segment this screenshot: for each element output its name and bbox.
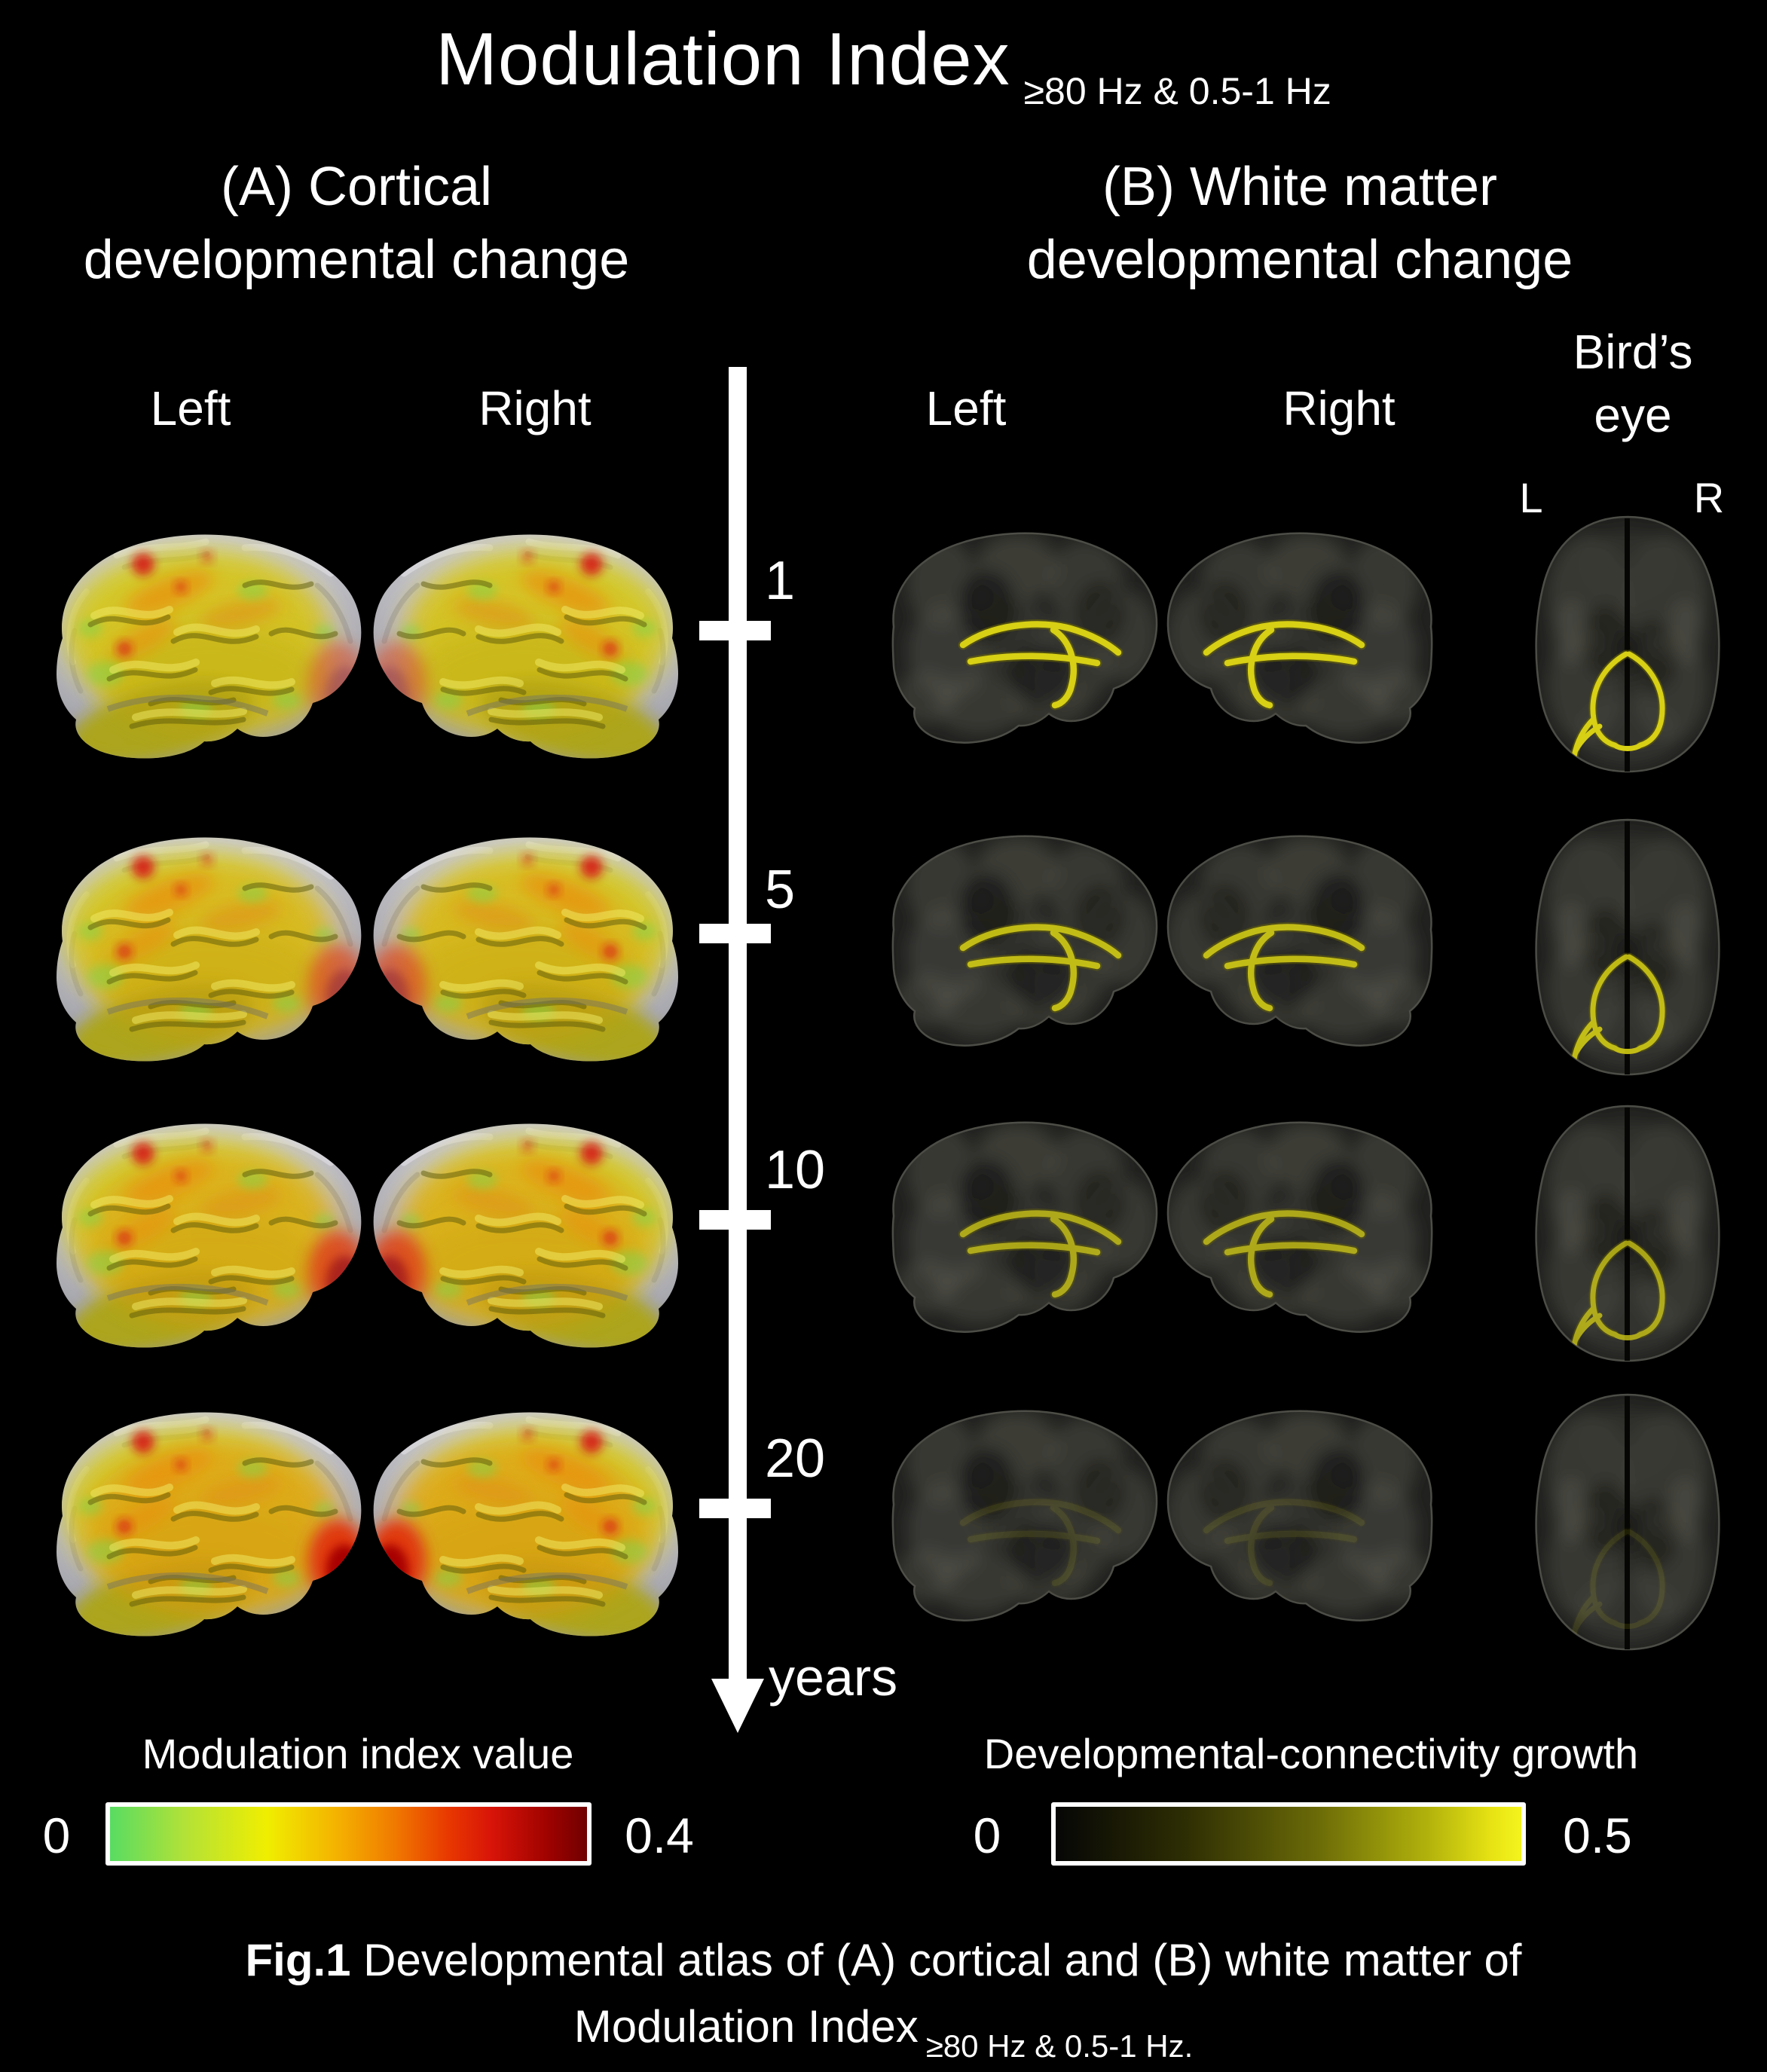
cortical-brain-right-age-5 xyxy=(362,814,716,1056)
modulation-colorbar xyxy=(105,1802,592,1866)
timeline-unit-label: years xyxy=(769,1648,898,1707)
whitematter-brain-right-age-20 xyxy=(1164,1393,1466,1649)
figure-title: Modulation Index xyxy=(436,17,1010,100)
column-b-birdseye: Bird’s eye xyxy=(1520,320,1746,447)
column-a-left: Left xyxy=(150,381,231,435)
timeline-age-1: 1 xyxy=(765,551,796,611)
cortical-brain-left-age-1 xyxy=(19,512,373,753)
orientation-right-label: R xyxy=(1693,474,1725,521)
whitematter-brain-left-age-1 xyxy=(859,515,1160,772)
caption-figure-number: Fig.1 xyxy=(245,1935,351,1985)
section-b-heading-line2: developmental change xyxy=(1026,230,1573,290)
birdseye-brain-age-10 xyxy=(1518,1094,1737,1373)
whitematter-brain-left-age-10 xyxy=(859,1105,1160,1361)
column-b-right: Right xyxy=(1282,381,1396,435)
cortical-brain-right-age-20 xyxy=(362,1389,716,1630)
timeline-arrowhead-icon xyxy=(711,1679,764,1733)
cortical-brain-right-age-10 xyxy=(362,1101,716,1342)
column-a-right: Right xyxy=(478,381,592,435)
birdseye-line2: eye xyxy=(1594,388,1672,442)
timeline-tick-age-10 xyxy=(699,1210,771,1230)
section-a-heading: (A) Cortical developmental change xyxy=(17,151,695,297)
section-b-heading-line1: (B) White matter xyxy=(1102,157,1498,217)
figure-caption: Fig.1 Developmental atlas of (A) cortica… xyxy=(0,1927,1767,2064)
cortical-brain-left-age-5 xyxy=(19,814,373,1056)
timeline-age-10: 10 xyxy=(765,1140,826,1200)
modulation-colorbar-min: 0 xyxy=(42,1808,71,1863)
whitematter-brain-right-age-5 xyxy=(1164,818,1466,1074)
birdseye-brain-age-5 xyxy=(1518,808,1737,1086)
section-b-heading: (B) White matter developmental change xyxy=(885,151,1714,297)
section-a-heading-line1: (A) Cortical xyxy=(220,157,493,217)
whitematter-brain-left-age-5 xyxy=(859,818,1160,1074)
connectivity-colorbar-min: 0 xyxy=(973,1808,1001,1863)
whitematter-brain-right-age-1 xyxy=(1164,515,1466,772)
connectivity-colorbar-max: 0.5 xyxy=(1563,1808,1632,1863)
timeline-axis xyxy=(729,367,747,1682)
figure-title-row: Modulation Index ≥80 Hz & 0.5-1 Hz xyxy=(0,17,1767,112)
cortical-brain-left-age-20 xyxy=(19,1389,373,1630)
timeline-age-20: 20 xyxy=(765,1429,826,1489)
caption-line2-main: Modulation Index xyxy=(573,2001,919,2052)
cortical-brain-right-age-1 xyxy=(362,512,716,753)
timeline-tick-age-1 xyxy=(699,621,771,640)
timeline-age-5: 5 xyxy=(765,860,796,920)
column-b-left: Left xyxy=(925,381,1007,435)
timeline-tick-age-20 xyxy=(699,1499,771,1518)
timeline-tick-age-5 xyxy=(699,924,771,943)
caption-line2-subscript: ≥80 Hz & 0.5-1 Hz. xyxy=(925,2028,1194,2064)
section-a-heading-line2: developmental change xyxy=(83,230,630,290)
connectivity-colorbar xyxy=(1051,1802,1526,1866)
whitematter-brain-right-age-10 xyxy=(1164,1105,1466,1361)
birdseye-brain-age-1 xyxy=(1518,505,1737,784)
birdseye-line1: Bird’s xyxy=(1573,325,1693,379)
modulation-colorbar-max: 0.4 xyxy=(625,1808,694,1863)
modulation-colorbar-title: Modulation index value xyxy=(142,1730,574,1777)
orientation-left-label: L xyxy=(1519,474,1543,521)
cortical-brain-left-age-10 xyxy=(19,1101,373,1342)
whitematter-brain-left-age-20 xyxy=(859,1393,1160,1649)
figure-title-subscript: ≥80 Hz & 0.5-1 Hz xyxy=(1023,70,1331,112)
connectivity-colorbar-title: Developmental-connectivity growth xyxy=(983,1730,1639,1777)
caption-line1: Fig.1 Developmental atlas of (A) cortica… xyxy=(0,1927,1767,1994)
caption-line1-text: Developmental atlas of (A) cortical and … xyxy=(350,1935,1522,1985)
caption-line2: Modulation Index ≥80 Hz & 0.5-1 Hz. xyxy=(0,1994,1767,2064)
birdseye-brain-age-20 xyxy=(1518,1383,1737,1661)
